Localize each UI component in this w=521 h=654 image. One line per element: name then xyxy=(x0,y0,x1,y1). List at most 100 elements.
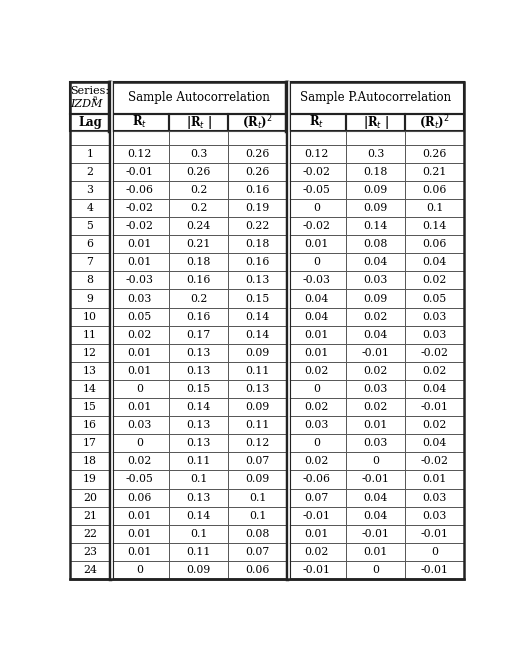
Text: 8: 8 xyxy=(86,275,93,285)
Bar xyxy=(287,271,346,290)
Text: 0.03: 0.03 xyxy=(423,330,447,339)
Bar xyxy=(346,561,405,579)
Text: 0.19: 0.19 xyxy=(245,203,270,213)
Bar xyxy=(110,253,169,271)
Text: 0.03: 0.03 xyxy=(364,275,388,285)
Text: 0: 0 xyxy=(431,547,438,557)
Text: 0.02: 0.02 xyxy=(304,402,329,412)
Bar xyxy=(405,145,464,163)
Text: 0.05: 0.05 xyxy=(423,294,447,303)
Text: Lag: Lag xyxy=(78,116,102,129)
Text: 0.02: 0.02 xyxy=(423,366,447,376)
Bar xyxy=(169,163,228,181)
Text: 0.22: 0.22 xyxy=(245,221,270,231)
Bar xyxy=(110,380,169,398)
Text: 0.12: 0.12 xyxy=(128,148,152,159)
Text: 2: 2 xyxy=(86,167,93,177)
Text: 0.02: 0.02 xyxy=(364,366,388,376)
Bar xyxy=(405,507,464,525)
Bar xyxy=(70,380,110,398)
Text: 0: 0 xyxy=(136,384,143,394)
Text: 0.26: 0.26 xyxy=(245,148,270,159)
Text: 0: 0 xyxy=(313,257,320,267)
Text: 15: 15 xyxy=(83,402,97,412)
Bar xyxy=(228,307,287,326)
Text: 16: 16 xyxy=(83,420,97,430)
Bar xyxy=(405,470,464,489)
Bar xyxy=(405,344,464,362)
Text: 0.16: 0.16 xyxy=(245,185,270,195)
Bar xyxy=(70,82,110,114)
Bar xyxy=(405,271,464,290)
Bar xyxy=(70,344,110,362)
Text: 0.09: 0.09 xyxy=(187,565,210,575)
Bar xyxy=(405,181,464,199)
Bar xyxy=(228,543,287,561)
Bar xyxy=(405,561,464,579)
Text: 0.01: 0.01 xyxy=(304,528,329,539)
Bar xyxy=(169,235,228,253)
Bar xyxy=(70,507,110,525)
Bar xyxy=(287,434,346,453)
Bar xyxy=(110,82,287,114)
Bar xyxy=(228,145,287,163)
Text: -0.01: -0.01 xyxy=(362,348,390,358)
Bar xyxy=(405,434,464,453)
Bar xyxy=(169,307,228,326)
Text: -0.01: -0.01 xyxy=(303,511,331,521)
Text: 14: 14 xyxy=(83,384,97,394)
Text: -0.02: -0.02 xyxy=(303,167,331,177)
Text: 0.14: 0.14 xyxy=(187,402,210,412)
Bar xyxy=(110,344,169,362)
Bar xyxy=(70,290,110,307)
Text: 0.07: 0.07 xyxy=(305,492,329,502)
Bar xyxy=(228,163,287,181)
Text: 0.11: 0.11 xyxy=(187,456,211,466)
Text: -0.01: -0.01 xyxy=(362,528,390,539)
Bar xyxy=(287,380,346,398)
Bar xyxy=(405,253,464,271)
Text: 0.16: 0.16 xyxy=(187,275,211,285)
Bar xyxy=(287,489,346,507)
Text: 0.24: 0.24 xyxy=(187,221,210,231)
Text: 0.15: 0.15 xyxy=(187,384,210,394)
Text: 0.13: 0.13 xyxy=(245,384,270,394)
Bar xyxy=(405,398,464,416)
Text: 0.18: 0.18 xyxy=(245,239,270,249)
Bar xyxy=(110,181,169,199)
Bar xyxy=(287,453,346,470)
Bar xyxy=(228,507,287,525)
Bar xyxy=(70,181,110,199)
Text: IZDM: IZDM xyxy=(70,99,103,109)
Bar xyxy=(287,561,346,579)
Text: -0.05: -0.05 xyxy=(303,185,331,195)
Bar xyxy=(70,416,110,434)
Text: 0.08: 0.08 xyxy=(245,528,270,539)
Text: 0: 0 xyxy=(313,203,320,213)
Text: 0.01: 0.01 xyxy=(128,511,152,521)
Bar xyxy=(287,543,346,561)
Bar xyxy=(228,235,287,253)
Bar xyxy=(228,290,287,307)
Text: 22: 22 xyxy=(83,528,97,539)
Text: 0.14: 0.14 xyxy=(364,221,388,231)
Text: 0.13: 0.13 xyxy=(245,275,270,285)
Text: 0.1: 0.1 xyxy=(249,492,266,502)
Text: Series:: Series: xyxy=(70,86,109,95)
Text: -0.01: -0.01 xyxy=(421,402,449,412)
Text: R$_t$: R$_t$ xyxy=(132,114,147,130)
Bar xyxy=(110,145,169,163)
Bar xyxy=(70,561,110,579)
Text: 0.01: 0.01 xyxy=(304,239,329,249)
Text: 0.09: 0.09 xyxy=(364,203,388,213)
Bar xyxy=(110,416,169,434)
Text: 13: 13 xyxy=(83,366,97,376)
Bar xyxy=(287,507,346,525)
Bar xyxy=(110,271,169,290)
Bar xyxy=(70,163,110,181)
Bar xyxy=(110,507,169,525)
Text: 0.09: 0.09 xyxy=(245,348,270,358)
Text: 0.16: 0.16 xyxy=(187,311,211,322)
Text: 1: 1 xyxy=(86,148,93,159)
Bar xyxy=(169,525,228,543)
